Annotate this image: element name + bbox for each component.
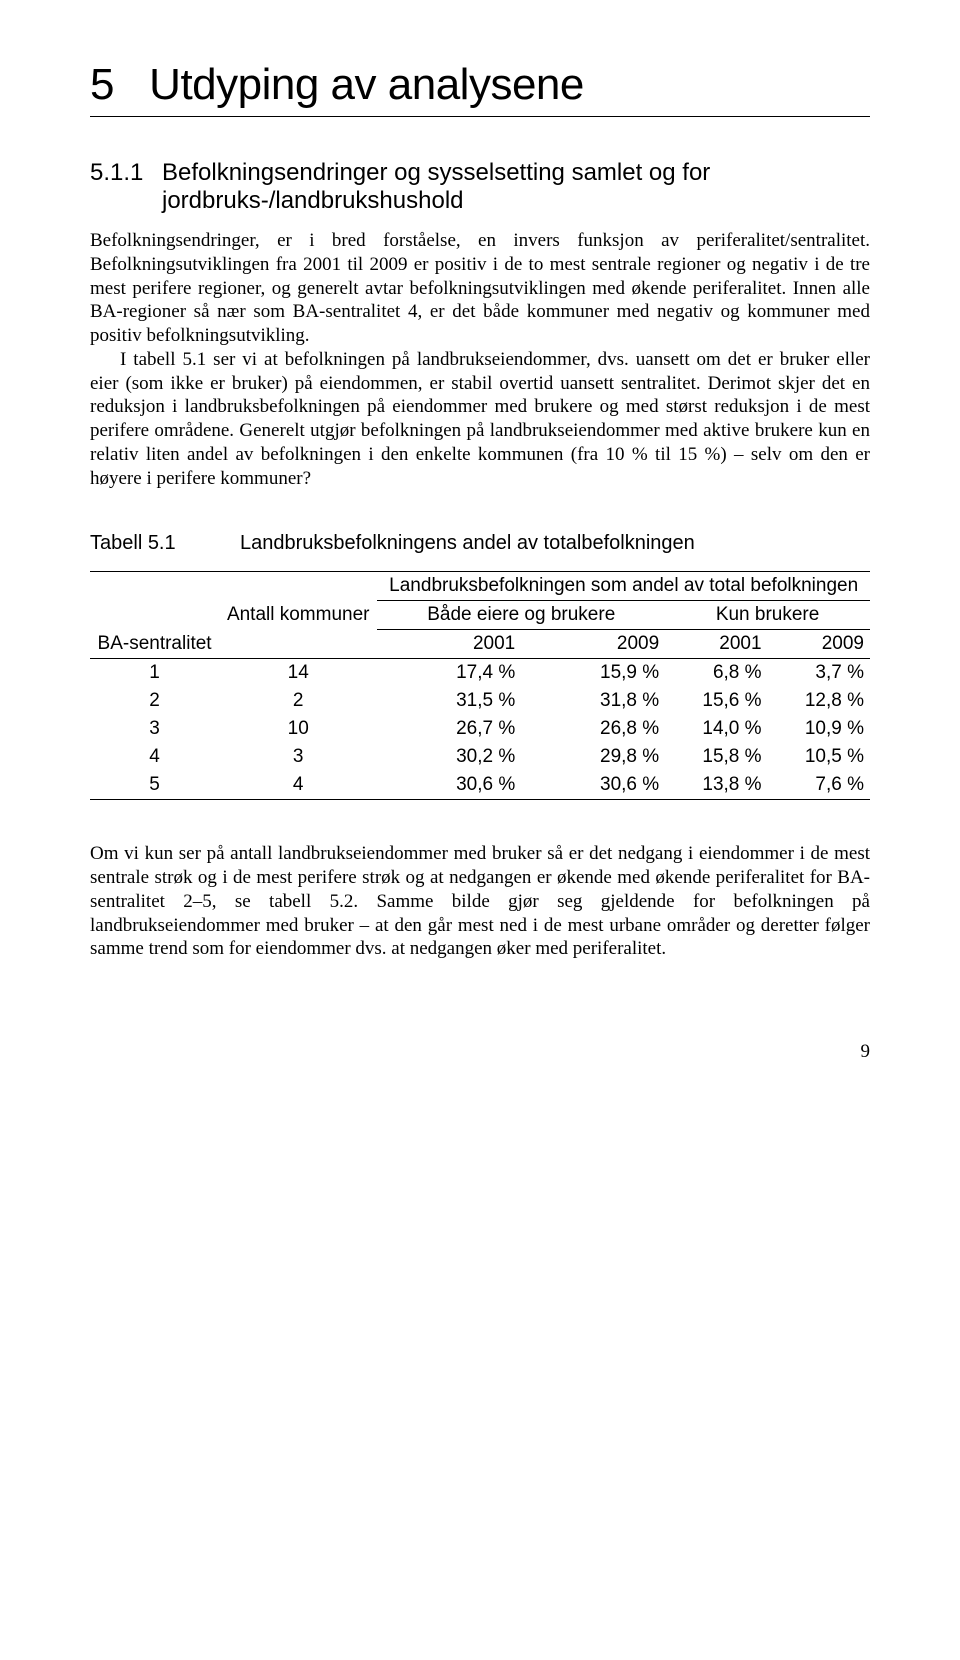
table-row: 4 3 30,2 % 29,8 % 15,8 % 10,5 % bbox=[90, 743, 870, 771]
col-year-4: 2009 bbox=[768, 630, 870, 659]
table-row: 2 2 31,5 % 31,8 % 15,6 % 12,8 % bbox=[90, 687, 870, 715]
table-row: 3 10 26,7 % 26,8 % 14,0 % 10,9 % bbox=[90, 715, 870, 743]
cell-n: 10 bbox=[219, 715, 377, 743]
paragraph-3: Om vi kun ser på antall landbrukseiendom… bbox=[90, 842, 870, 961]
col-sub-brukere: Kun brukere bbox=[665, 601, 870, 630]
cell-ba: 4 bbox=[90, 743, 219, 771]
cell-a: 31,5 % bbox=[377, 687, 521, 715]
section-number: 5.1.1 bbox=[90, 159, 162, 187]
cell-d: 10,5 % bbox=[768, 743, 870, 771]
chapter-number: 5 bbox=[90, 60, 114, 109]
paragraph-1: Befolkningsendringer, er i bred forståel… bbox=[90, 229, 870, 348]
page-number: 9 bbox=[90, 1041, 870, 1063]
table-caption-text: Landbruksbefolkningens andel av totalbef… bbox=[240, 532, 695, 555]
cell-c: 14,0 % bbox=[665, 715, 767, 743]
chapter-name: Utdyping av analysene bbox=[149, 60, 584, 109]
cell-ba: 3 bbox=[90, 715, 219, 743]
cell-d: 10,9 % bbox=[768, 715, 870, 743]
cell-ba: 1 bbox=[90, 659, 219, 688]
col-antall: Antall kommuner bbox=[219, 572, 377, 659]
col-year-3: 2001 bbox=[665, 630, 767, 659]
cell-d: 7,6 % bbox=[768, 771, 870, 800]
cell-b: 30,6 % bbox=[521, 771, 665, 800]
section-name: Befolkningsendringer og sysselsetting sa… bbox=[162, 159, 870, 215]
table-row: 1 14 17,4 % 15,9 % 6,8 % 3,7 % bbox=[90, 659, 870, 688]
cell-c: 6,8 % bbox=[665, 659, 767, 688]
col-ba: BA-sentralitet bbox=[90, 572, 219, 659]
section-title: 5.1.1 Befolkningsendringer og sysselsett… bbox=[90, 159, 870, 215]
data-table: BA-sentralitet Antall kommuner Landbruks… bbox=[90, 571, 870, 800]
col-sub-eiere: Både eiere og brukere bbox=[377, 601, 665, 630]
col-year-1: 2001 bbox=[377, 630, 521, 659]
cell-ba: 2 bbox=[90, 687, 219, 715]
cell-ba: 5 bbox=[90, 771, 219, 800]
table-caption: Tabell 5.1 Landbruksbefolkningens andel … bbox=[90, 532, 870, 555]
cell-a: 30,6 % bbox=[377, 771, 521, 800]
cell-d: 3,7 % bbox=[768, 659, 870, 688]
cell-n: 3 bbox=[219, 743, 377, 771]
table-5-1: Tabell 5.1 Landbruksbefolkningens andel … bbox=[90, 532, 870, 800]
col-group: Landbruksbefolkningen som andel av total… bbox=[377, 572, 870, 601]
cell-c: 15,8 % bbox=[665, 743, 767, 771]
cell-b: 31,8 % bbox=[521, 687, 665, 715]
cell-b: 15,9 % bbox=[521, 659, 665, 688]
table-row: 5 4 30,6 % 30,6 % 13,8 % 7,6 % bbox=[90, 771, 870, 800]
cell-c: 13,8 % bbox=[665, 771, 767, 800]
table-caption-label: Tabell 5.1 bbox=[90, 532, 240, 555]
cell-n: 4 bbox=[219, 771, 377, 800]
cell-n: 2 bbox=[219, 687, 377, 715]
cell-d: 12,8 % bbox=[768, 687, 870, 715]
cell-b: 29,8 % bbox=[521, 743, 665, 771]
cell-c: 15,6 % bbox=[665, 687, 767, 715]
paragraph-2: I tabell 5.1 ser vi at befolkningen på l… bbox=[90, 348, 870, 491]
cell-a: 26,7 % bbox=[377, 715, 521, 743]
chapter-title: 5 Utdyping av analysene bbox=[90, 60, 870, 117]
cell-b: 26,8 % bbox=[521, 715, 665, 743]
cell-a: 30,2 % bbox=[377, 743, 521, 771]
cell-a: 17,4 % bbox=[377, 659, 521, 688]
cell-n: 14 bbox=[219, 659, 377, 688]
col-year-2: 2009 bbox=[521, 630, 665, 659]
